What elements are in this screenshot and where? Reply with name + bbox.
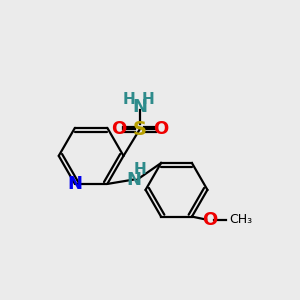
Text: H: H [142,92,154,106]
Text: H: H [123,92,136,106]
Text: N: N [68,175,82,193]
Text: N: N [132,98,147,116]
Text: O: O [153,120,168,138]
Text: O: O [202,211,217,229]
Text: O: O [112,120,127,138]
Text: H: H [133,162,146,177]
Text: N: N [126,170,141,188]
Text: S: S [133,120,147,139]
Text: CH₃: CH₃ [229,213,252,226]
